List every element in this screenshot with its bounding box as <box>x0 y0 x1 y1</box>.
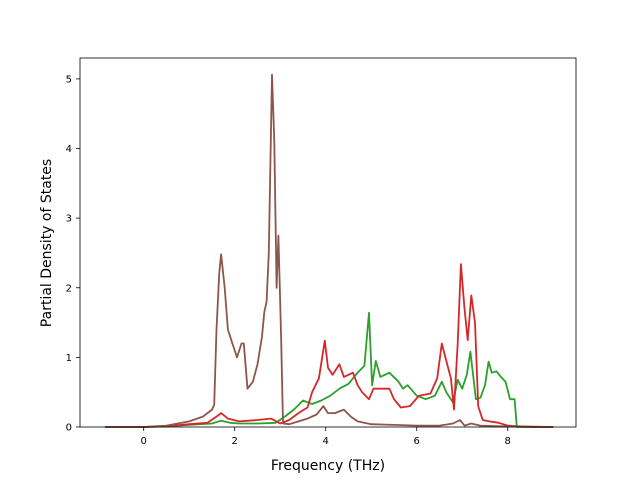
x-tick-label: 8 <box>505 436 511 447</box>
series-line-1 <box>105 263 554 428</box>
x-axis-label: Frequency (THz) <box>271 458 385 474</box>
y-axis-label: Partial Density of States <box>39 159 55 327</box>
y-tick-label: 2 <box>66 283 72 294</box>
x-axis-ticks: 0 2 4 6 8 <box>141 427 511 447</box>
y-tick-label: 5 <box>66 74 72 85</box>
y-tick-label: 4 <box>66 144 72 155</box>
series-line-0 <box>105 311 554 428</box>
y-tick-label: 0 <box>66 423 72 434</box>
series-line-2 <box>105 73 554 428</box>
x-tick-label: 2 <box>232 436 238 447</box>
plot-frame <box>79 57 577 428</box>
x-tick-label: 6 <box>414 436 420 447</box>
y-tick-label: 3 <box>66 214 72 225</box>
y-tick-label: 1 <box>66 353 72 364</box>
plot-lines <box>105 73 554 428</box>
y-axis-ticks: 0 1 2 3 4 5 <box>66 74 80 434</box>
x-tick-label: 0 <box>141 436 147 447</box>
x-tick-label: 4 <box>323 436 329 447</box>
